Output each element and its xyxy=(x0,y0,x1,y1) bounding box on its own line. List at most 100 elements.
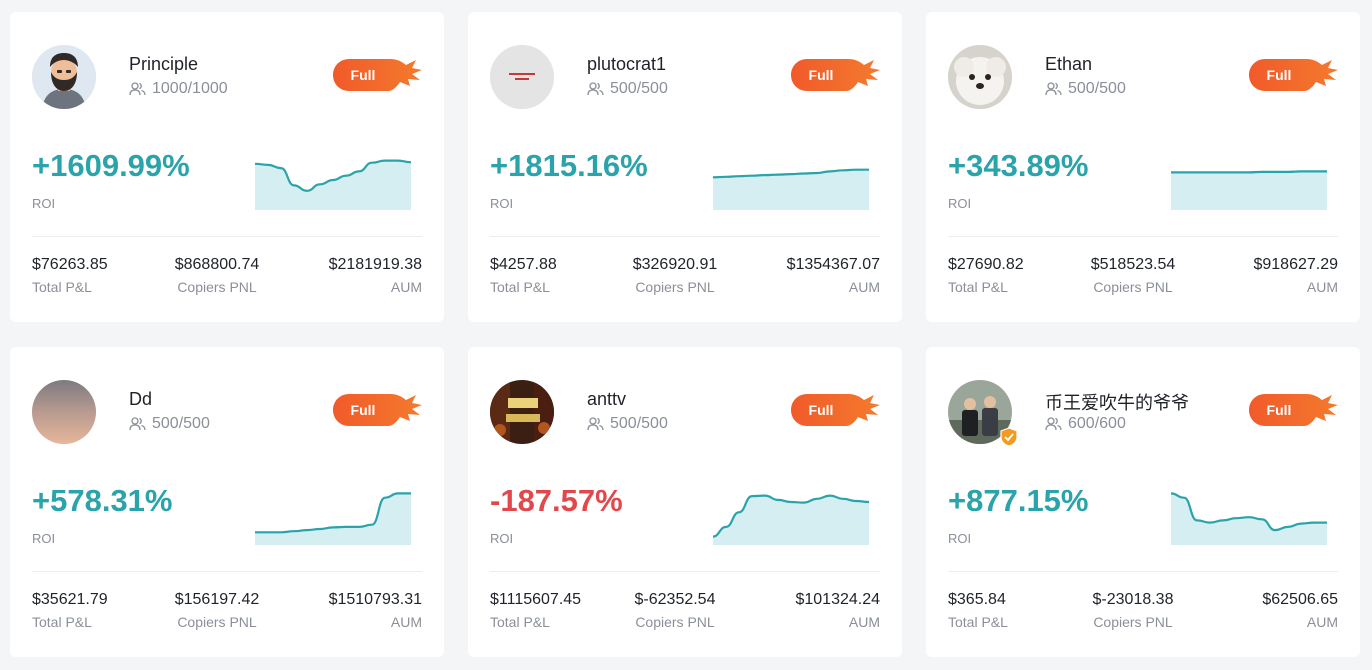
flame-icon xyxy=(333,394,422,426)
divider xyxy=(948,236,1338,237)
trader-name[interactable]: Dd xyxy=(129,389,153,409)
follower-count: 500/500 xyxy=(1045,80,1126,98)
sparkline-area xyxy=(255,493,411,545)
aum-label: AUM xyxy=(390,279,422,295)
copiers-pnl-stat: $156197.42 Copiers PNL xyxy=(175,591,260,630)
total-pnl-value: $365.84 xyxy=(948,591,1006,608)
full-label: Full xyxy=(350,67,376,83)
total-pnl-stat: $1115607.45 Total P&L xyxy=(490,591,581,630)
follower-count-text: 500/500 xyxy=(610,415,668,432)
users-icon xyxy=(587,417,604,431)
total-pnl-stat: $35621.79 Total P&L xyxy=(32,591,108,630)
divider xyxy=(490,571,880,572)
copiers-pnl-stat: $868800.74 Copiers PNL xyxy=(175,256,260,295)
full-label: Full xyxy=(1266,67,1292,83)
aum-stat: $101324.24 AUM xyxy=(795,591,880,630)
full-status-button[interactable]: Full xyxy=(790,58,880,94)
aum-value: $1510793.31 xyxy=(328,591,422,608)
follower-count: 600/600 xyxy=(1045,415,1126,433)
roi-sparkline xyxy=(713,494,869,545)
copiers-pnl-label: Copiers PNL xyxy=(177,279,257,295)
trader-card[interactable]: plutocrat1 500/500 Full +1815.16% ROI $4… xyxy=(468,12,902,322)
trader-card[interactable]: 币王爱吹牛的爷爷 600/600 Full +877.15% ROI $365.… xyxy=(926,347,1360,657)
follower-count-text: 500/500 xyxy=(610,80,668,97)
total-pnl-label: Total P&L xyxy=(32,614,92,630)
follower-count-text: 600/600 xyxy=(1068,415,1126,432)
follower-count: 500/500 xyxy=(587,415,668,433)
full-status-button[interactable]: Full xyxy=(1248,393,1338,429)
follower-count-text: 1000/1000 xyxy=(152,80,228,97)
full-label: Full xyxy=(808,402,834,418)
roi-sparkline xyxy=(255,492,411,545)
sparkline-line xyxy=(713,494,869,538)
full-status-button[interactable]: Full xyxy=(790,393,880,429)
total-pnl-label: Total P&L xyxy=(32,279,92,295)
verified-shield-icon xyxy=(1000,427,1018,447)
aum-label: AUM xyxy=(848,279,880,295)
full-label: Full xyxy=(350,402,376,418)
roi-value: +1815.16% xyxy=(490,148,648,183)
total-pnl-stat: $365.84 Total P&L xyxy=(948,591,1008,630)
total-pnl-stat: $76263.85 Total P&L xyxy=(32,256,108,295)
sparkline-area xyxy=(255,160,411,210)
copiers-pnl-stat: $-23018.38 Copiers PNL xyxy=(1093,591,1174,630)
total-pnl-value: $27690.82 xyxy=(948,256,1024,273)
flame-icon xyxy=(791,59,880,91)
trader-card[interactable]: Dd 500/500 Full +578.31% ROI $35621.79 T… xyxy=(10,347,444,657)
roi-value: +877.15% xyxy=(948,483,1089,518)
sparkline-line xyxy=(713,168,869,179)
copiers-pnl-label: Copiers PNL xyxy=(1093,279,1173,295)
roi-value: +343.89% xyxy=(948,148,1089,183)
flame-icon xyxy=(1249,394,1338,426)
copiers-pnl-value: $326920.91 xyxy=(632,256,718,273)
full-label: Full xyxy=(808,67,834,83)
trader-name[interactable]: plutocrat1 xyxy=(587,54,667,74)
trader-name[interactable]: Principle xyxy=(129,54,199,74)
total-pnl-value: $35621.79 xyxy=(32,591,108,608)
roi-sparkline xyxy=(1171,170,1327,210)
users-icon xyxy=(1045,82,1062,96)
bearded-man-avatar xyxy=(32,45,96,109)
trader-card[interactable]: anttv 500/500 Full -187.57% ROI $1115607… xyxy=(468,347,902,657)
aum-stat: $1510793.31 AUM xyxy=(329,591,422,630)
aum-stat: $62506.65 AUM xyxy=(1262,591,1338,630)
roi-sparkline xyxy=(1171,492,1327,545)
trader-name[interactable]: anttv xyxy=(587,389,627,409)
trader-card[interactable]: Ethan 500/500 Full +343.89% ROI $27690.8… xyxy=(926,12,1360,322)
aum-value: $101324.24 xyxy=(795,591,880,608)
trader-name[interactable]: 币王爱吹牛的爷爷 xyxy=(1045,393,1189,413)
total-pnl-label: Total P&L xyxy=(490,614,550,630)
sparkline-area xyxy=(713,169,869,210)
follower-count: 1000/1000 xyxy=(129,80,228,98)
total-pnl-label: Total P&L xyxy=(490,279,550,295)
trader-name[interactable]: Ethan xyxy=(1045,54,1093,74)
follower-count-text: 500/500 xyxy=(1068,80,1126,97)
copiers-pnl-label: Copiers PNL xyxy=(635,614,715,630)
roi-value: +1609.99% xyxy=(32,148,190,183)
sparkline-area xyxy=(1171,171,1327,210)
copiers-pnl-label: Copiers PNL xyxy=(1093,614,1173,630)
aum-label: AUM xyxy=(390,614,422,630)
roi-value: -187.57% xyxy=(490,483,623,518)
full-status-button[interactable]: Full xyxy=(332,393,422,429)
divider xyxy=(32,236,422,237)
total-pnl-stat: $4257.88 Total P&L xyxy=(490,256,557,295)
sparkline-line xyxy=(1171,170,1327,174)
total-pnl-label: Total P&L xyxy=(948,614,1008,630)
flame-icon xyxy=(333,59,422,91)
full-status-button[interactable]: Full xyxy=(1248,58,1338,94)
trader-card[interactable]: Principle 1000/1000 Full +1609.99% ROI $… xyxy=(10,12,444,322)
aum-label: AUM xyxy=(1306,279,1338,295)
sparkline-area xyxy=(1171,493,1327,545)
total-pnl-value: $76263.85 xyxy=(32,256,108,273)
roi-label: ROI xyxy=(948,196,972,211)
aum-value: $62506.65 xyxy=(1262,591,1338,608)
copiers-pnl-value: $868800.74 xyxy=(174,256,260,273)
sunset-sky-avatar xyxy=(32,380,96,444)
full-status-button[interactable]: Full xyxy=(332,58,422,94)
aum-stat: $918627.29 AUM xyxy=(1253,256,1338,295)
movie-poster-avatar xyxy=(490,380,554,444)
aum-stat: $1354367.07 AUM xyxy=(787,256,880,295)
follower-count: 500/500 xyxy=(587,80,668,98)
